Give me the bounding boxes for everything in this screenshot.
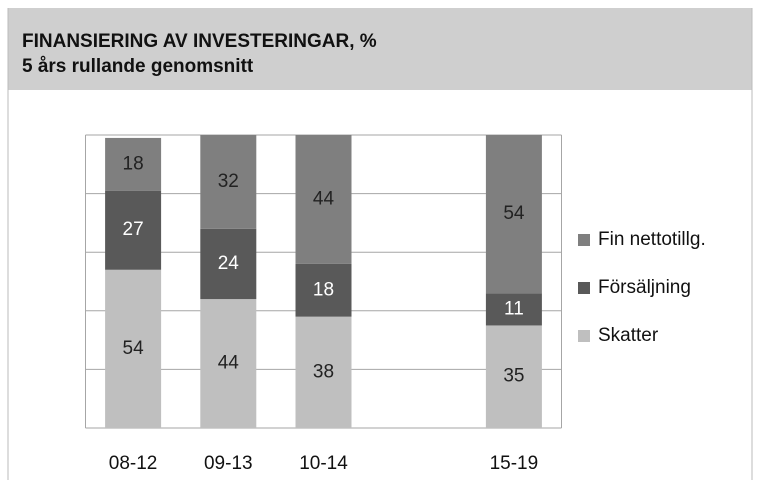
legend-label: Fin nettotillg.: [598, 229, 706, 250]
bar-segment: [295, 263, 352, 317]
legend-label: Skatter: [598, 325, 659, 346]
data-label: 54: [503, 203, 525, 224]
bar-segment: [105, 190, 162, 270]
bar-segment: [295, 135, 352, 264]
bar-segment: [105, 137, 162, 191]
data-label: 32: [218, 171, 239, 192]
bar-segment: [105, 269, 162, 428]
data-label: 18: [123, 153, 144, 174]
x-tick-label: 10-14: [299, 453, 348, 474]
data-label: 44: [218, 353, 240, 374]
data-label: 18: [313, 279, 334, 300]
bar-segment: [485, 293, 542, 326]
legend-swatch: [578, 282, 590, 294]
data-label: 27: [123, 219, 144, 240]
chart-subtitle: 5 års rullande genomsnitt: [22, 56, 254, 77]
legend-swatch: [578, 234, 590, 246]
bar-segment: [485, 135, 542, 294]
bar-segment: [200, 135, 257, 229]
bar-segment: [200, 228, 257, 300]
data-label: 54: [123, 338, 145, 359]
x-tick-label: 15-19: [490, 453, 539, 474]
data-label: 35: [503, 366, 524, 387]
bar-segment: [295, 316, 352, 428]
x-tick-label: 08-12: [109, 453, 158, 474]
x-tick-label: 09-13: [204, 453, 253, 474]
bar-segment: [485, 325, 542, 428]
chart-title: FINANSIERING AV INVESTERINGAR, %: [22, 31, 377, 52]
data-label: 11: [504, 298, 524, 319]
data-label: 38: [313, 361, 334, 382]
header-band: [8, 8, 752, 90]
legend-label: Försäljning: [598, 277, 691, 298]
data-label: 24: [218, 253, 240, 274]
bar-segment: [200, 299, 257, 428]
legend-swatch: [578, 330, 590, 342]
data-label: 44: [313, 188, 335, 209]
